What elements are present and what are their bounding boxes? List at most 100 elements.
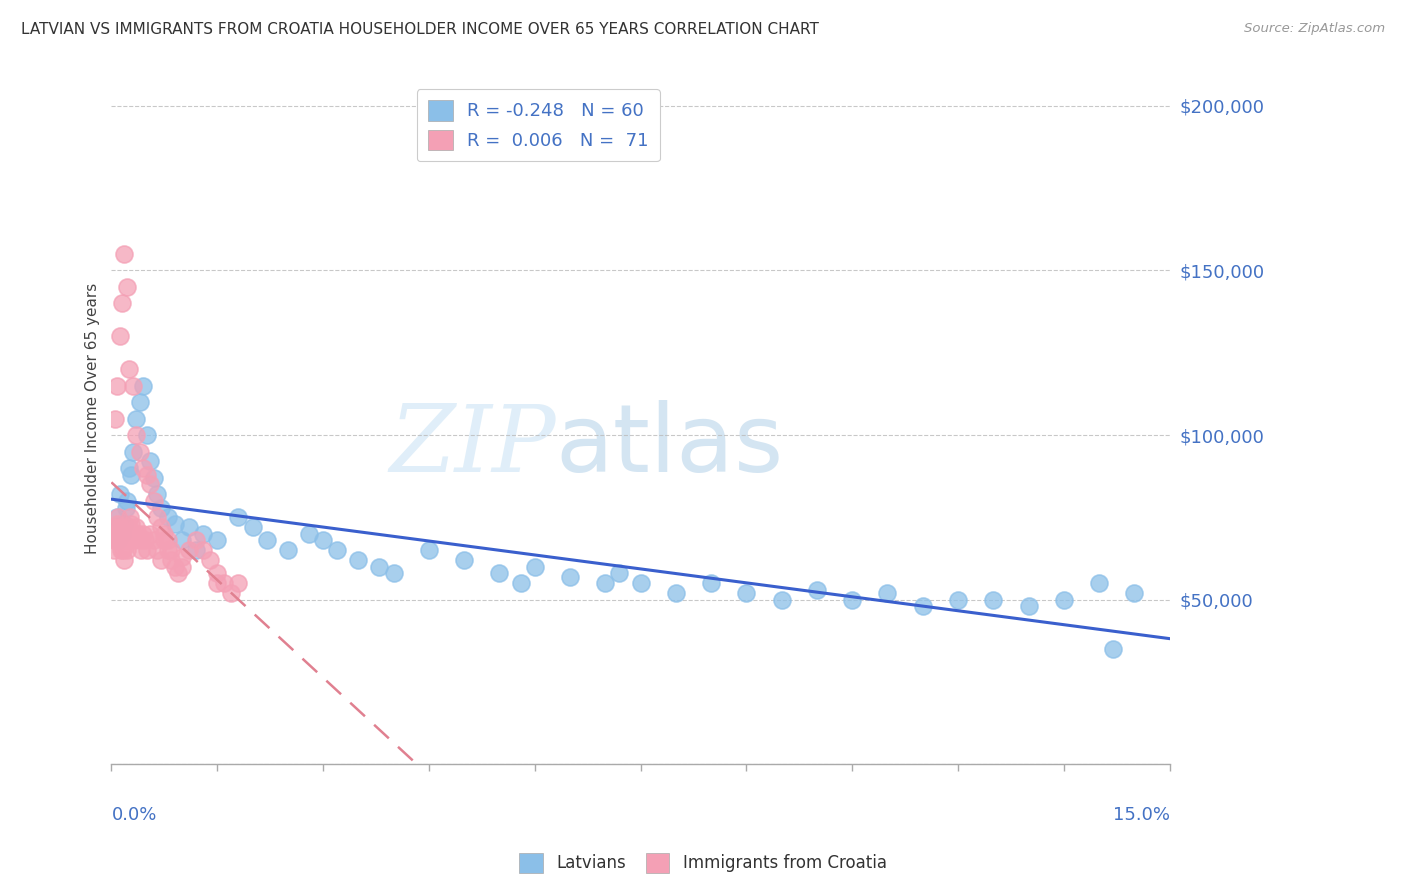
Point xyxy=(107,526,129,541)
Point xyxy=(105,378,128,392)
Point xyxy=(770,592,793,607)
Point xyxy=(132,526,155,541)
Text: ZIP: ZIP xyxy=(389,401,555,491)
Point xyxy=(368,559,391,574)
Point xyxy=(347,553,370,567)
Point xyxy=(114,526,136,541)
Point xyxy=(107,510,129,524)
Legend: R = -0.248   N = 60, R =  0.006   N =  71: R = -0.248 N = 60, R = 0.006 N = 71 xyxy=(416,89,659,161)
Point xyxy=(1102,642,1125,657)
Point xyxy=(214,576,236,591)
Point xyxy=(146,487,169,501)
Point xyxy=(146,543,169,558)
Point xyxy=(207,533,229,548)
Point xyxy=(1053,592,1076,607)
Point xyxy=(1123,586,1146,600)
Point xyxy=(111,526,134,541)
Point xyxy=(153,526,176,541)
Point xyxy=(111,533,134,548)
Point xyxy=(135,428,157,442)
Point xyxy=(228,510,250,524)
Point xyxy=(114,533,136,548)
Point xyxy=(312,533,335,548)
Point xyxy=(163,516,186,531)
Point xyxy=(382,566,405,581)
Point xyxy=(139,454,162,468)
Point xyxy=(118,461,141,475)
Point xyxy=(132,378,155,392)
Y-axis label: Householder Income Over 65 years: Householder Income Over 65 years xyxy=(86,283,100,554)
Point xyxy=(177,543,200,558)
Point xyxy=(108,520,131,534)
Point xyxy=(118,520,141,534)
Point xyxy=(121,378,143,392)
Text: Source: ZipAtlas.com: Source: ZipAtlas.com xyxy=(1244,22,1385,36)
Point xyxy=(177,520,200,534)
Point xyxy=(946,592,969,607)
Point xyxy=(105,533,128,548)
Point xyxy=(118,362,141,376)
Point xyxy=(135,543,157,558)
Point xyxy=(488,566,510,581)
Point xyxy=(127,526,149,541)
Point xyxy=(735,586,758,600)
Point xyxy=(876,586,898,600)
Point xyxy=(111,296,134,310)
Point xyxy=(911,599,934,614)
Point xyxy=(121,526,143,541)
Point xyxy=(609,566,631,581)
Point xyxy=(665,586,688,600)
Point xyxy=(108,533,131,548)
Point xyxy=(110,543,132,558)
Text: 15.0%: 15.0% xyxy=(1112,805,1170,823)
Point xyxy=(139,477,162,491)
Point xyxy=(111,526,134,541)
Point xyxy=(298,526,321,541)
Point xyxy=(104,520,127,534)
Point xyxy=(509,576,531,591)
Point xyxy=(221,586,243,600)
Text: 0.0%: 0.0% xyxy=(111,805,157,823)
Point xyxy=(125,520,148,534)
Point xyxy=(453,553,475,567)
Point xyxy=(1088,576,1111,591)
Point xyxy=(105,516,128,531)
Point xyxy=(981,592,1004,607)
Point xyxy=(128,444,150,458)
Point xyxy=(112,516,135,531)
Point xyxy=(114,500,136,515)
Legend: Latvians, Immigrants from Croatia: Latvians, Immigrants from Croatia xyxy=(513,847,893,880)
Point xyxy=(156,543,179,558)
Point xyxy=(142,533,165,548)
Point xyxy=(134,533,156,548)
Point xyxy=(153,533,176,548)
Text: atlas: atlas xyxy=(555,401,785,492)
Point xyxy=(228,576,250,591)
Point xyxy=(256,533,278,548)
Point xyxy=(700,576,723,591)
Point xyxy=(115,494,138,508)
Point xyxy=(129,543,152,558)
Point xyxy=(326,543,349,558)
Point xyxy=(806,582,828,597)
Point xyxy=(122,533,145,548)
Point xyxy=(112,247,135,261)
Point xyxy=(558,569,581,583)
Point xyxy=(170,559,193,574)
Point xyxy=(170,533,193,548)
Point xyxy=(125,428,148,442)
Point xyxy=(104,520,127,534)
Point xyxy=(112,553,135,567)
Point xyxy=(103,533,125,548)
Point xyxy=(142,494,165,508)
Point xyxy=(184,533,207,548)
Point xyxy=(163,559,186,574)
Point xyxy=(103,543,125,558)
Point xyxy=(418,543,440,558)
Point xyxy=(149,520,172,534)
Point xyxy=(104,411,127,425)
Point xyxy=(191,543,214,558)
Point xyxy=(160,543,183,558)
Point xyxy=(115,280,138,294)
Point xyxy=(184,543,207,558)
